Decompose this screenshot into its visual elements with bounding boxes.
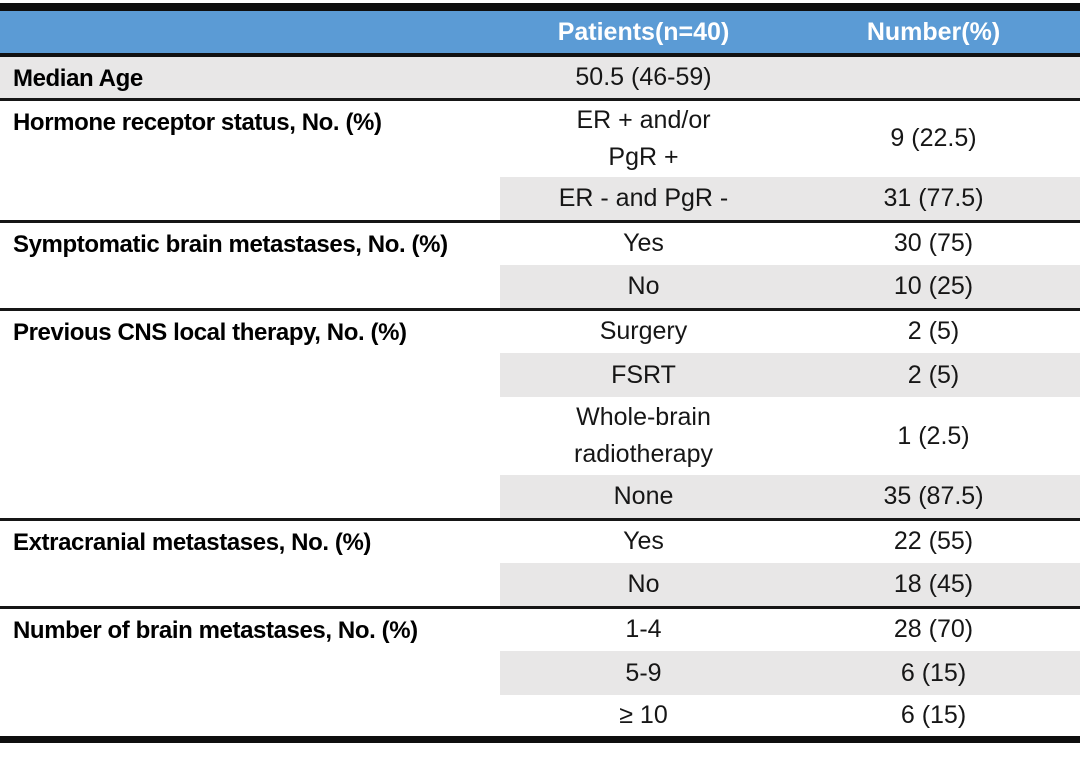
row-value-cell: No <box>500 265 787 309</box>
row-label-cell: Extracranial metastases, No. (%) <box>0 517 500 563</box>
row-number-cell: 2 (5) <box>787 353 1080 397</box>
row-number-cell: 9 (22.5) <box>787 97 1080 177</box>
row-label-cell <box>0 397 500 475</box>
header-patients-cell: Patients(n=40) <box>500 7 787 57</box>
row-label-cell <box>0 353 500 397</box>
row-value-cell: Yes <box>500 517 787 563</box>
row-label-cell <box>0 475 500 519</box>
row-number-cell: 18 (45) <box>787 563 1080 607</box>
patient-characteristics-table: Patients(n=40) Number(%) Median Age 50.5… <box>0 3 1080 743</box>
row-label-cell <box>0 651 500 695</box>
row-number-cell: 6 (15) <box>787 651 1080 695</box>
table-row: No 18 (45) <box>0 563 1080 607</box>
row-label-cell <box>0 695 500 739</box>
row-number-cell: 2 (5) <box>787 307 1080 353</box>
row-value-cell: ≥ 10 <box>619 700 668 729</box>
row-value-cell: Yes <box>500 219 787 265</box>
row-number-cell: 28 (70) <box>787 605 1080 651</box>
row-number-cell: 30 (75) <box>787 219 1080 265</box>
row-number-cell: 6 (15) <box>900 700 967 729</box>
table-row: FSRT 2 (5) <box>0 353 1080 397</box>
row-number-cell <box>787 53 1080 99</box>
row-label-cell: Number of brain metastases, No. (%) <box>0 605 500 651</box>
table-row: Symptomatic brain metastases, No. (%) Ye… <box>0 219 1080 265</box>
table-row: 5-9 6 (15) <box>0 651 1080 695</box>
row-value-cell: None <box>500 475 787 519</box>
row-value-cell: 5-9 <box>500 651 787 695</box>
row-value-cell: Whole-brain radiotherapy <box>574 403 713 468</box>
row-value-cell: Surgery <box>500 307 787 353</box>
row-value-cell: 50.5 (46-59) <box>500 53 787 99</box>
row-value-cell: 1-4 <box>500 605 787 651</box>
table-row: No 10 (25) <box>0 265 1080 309</box>
row-number-cell: 31 (77.5) <box>787 177 1080 221</box>
row-value-cell: ER - and PgR - <box>500 177 787 221</box>
row-number-cell: 22 (55) <box>787 517 1080 563</box>
table-row: Number of brain metastases, No. (%) 1-4 … <box>0 605 1080 651</box>
row-label-cell: Previous CNS local therapy, No. (%) <box>0 307 500 353</box>
table-row: None 35 (87.5) <box>0 475 1080 519</box>
table-row: ER - and PgR - 31 (77.5) <box>0 177 1080 221</box>
table-row: Hormone receptor status, No. (%) ER + an… <box>0 97 1080 177</box>
row-label-cell <box>0 265 500 309</box>
row-label-cell: Median Age <box>0 53 500 99</box>
table-row: ≥ 10 6 (15) <box>0 695 1080 739</box>
row-label-cell <box>0 177 500 221</box>
table-row: Extracranial metastases, No. (%) Yes 22 … <box>0 517 1080 563</box>
row-number-cell: 1 (2.5) <box>897 421 970 450</box>
row-label-cell: Symptomatic brain metastases, No. (%) <box>0 219 500 265</box>
row-number-cell: 35 (87.5) <box>787 475 1080 519</box>
table-header-row: Patients(n=40) Number(%) <box>0 7 1080 57</box>
row-value-cell: ER + and/or PgR + <box>500 97 787 177</box>
table-row: Previous CNS local therapy, No. (%) Surg… <box>0 307 1080 353</box>
header-empty-cell <box>0 7 500 57</box>
header-number-cell: Number(%) <box>787 7 1080 57</box>
row-number-cell: 10 (25) <box>787 265 1080 309</box>
table-row: Whole-brain radiotherapy 1 (2.5) <box>0 397 1080 475</box>
row-label-cell <box>0 563 500 607</box>
table-row: Median Age 50.5 (46-59) <box>0 53 1080 99</box>
row-value-cell: FSRT <box>500 353 787 397</box>
row-value-cell: No <box>500 563 787 607</box>
row-label-cell: Hormone receptor status, No. (%) <box>0 97 500 177</box>
